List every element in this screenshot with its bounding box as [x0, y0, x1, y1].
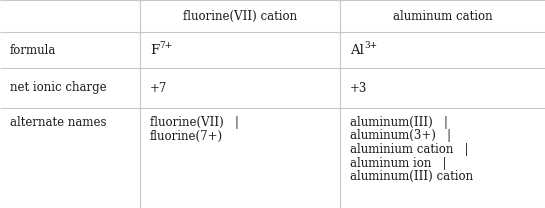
- Text: formula: formula: [10, 43, 56, 57]
- Text: aluminium cation   |: aluminium cation |: [350, 143, 469, 156]
- Text: aluminum(3+)   |: aluminum(3+) |: [350, 130, 451, 142]
- Text: aluminum ion   |: aluminum ion |: [350, 156, 446, 170]
- Text: +7: +7: [150, 82, 167, 94]
- Text: fluorine(7+): fluorine(7+): [150, 130, 223, 142]
- Text: aluminum(III) cation: aluminum(III) cation: [350, 170, 473, 183]
- Text: fluorine(VII)   |: fluorine(VII) |: [150, 116, 239, 129]
- Text: +3: +3: [350, 82, 367, 94]
- Text: alternate names: alternate names: [10, 116, 106, 129]
- Text: net ionic charge: net ionic charge: [10, 82, 107, 94]
- Text: aluminum(III)   |: aluminum(III) |: [350, 116, 448, 129]
- Text: aluminum cation: aluminum cation: [393, 10, 492, 22]
- Text: Al: Al: [350, 43, 364, 57]
- Text: fluorine(VII) cation: fluorine(VII) cation: [183, 10, 297, 22]
- Text: F: F: [150, 43, 159, 57]
- Text: 3+: 3+: [364, 41, 377, 50]
- Text: 7+: 7+: [159, 41, 172, 50]
